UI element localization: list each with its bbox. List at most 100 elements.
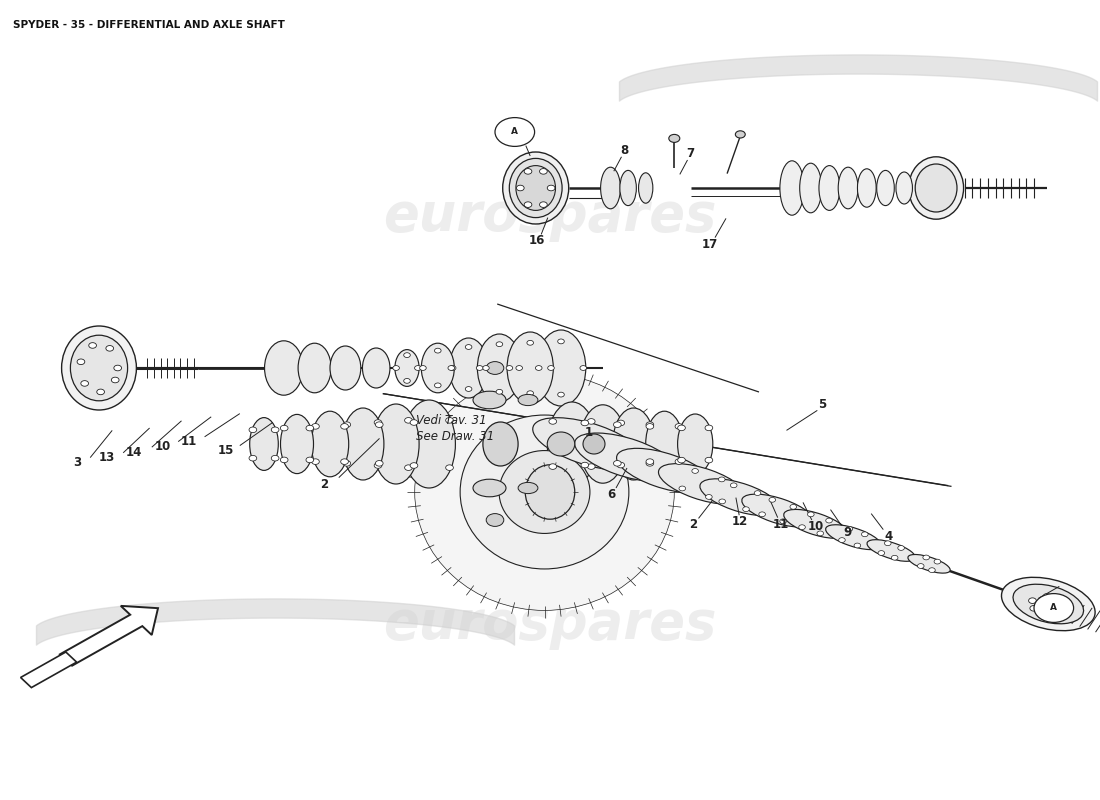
Ellipse shape [549, 418, 557, 424]
Ellipse shape [646, 411, 683, 477]
Ellipse shape [700, 479, 780, 516]
FancyArrow shape [59, 606, 158, 666]
Ellipse shape [415, 366, 421, 370]
Ellipse shape [473, 391, 506, 409]
Ellipse shape [678, 414, 713, 474]
Ellipse shape [341, 423, 349, 429]
Ellipse shape [343, 461, 351, 466]
Ellipse shape [415, 374, 674, 610]
Ellipse shape [923, 555, 930, 560]
Ellipse shape [1028, 598, 1036, 603]
Ellipse shape [421, 343, 454, 393]
Ellipse shape [878, 550, 884, 555]
Ellipse shape [265, 341, 304, 395]
Ellipse shape [476, 366, 483, 370]
Ellipse shape [342, 408, 384, 480]
Ellipse shape [1030, 606, 1037, 611]
Ellipse shape [516, 366, 522, 370]
Ellipse shape [861, 532, 868, 537]
Text: 4: 4 [884, 530, 893, 542]
Ellipse shape [587, 464, 595, 470]
Ellipse shape [826, 518, 833, 523]
Ellipse shape [891, 555, 898, 560]
Text: 2: 2 [320, 478, 329, 490]
Circle shape [495, 118, 535, 146]
Ellipse shape [619, 170, 636, 206]
Ellipse shape [613, 408, 654, 480]
Ellipse shape [548, 366, 554, 370]
Ellipse shape [780, 519, 786, 524]
Ellipse shape [877, 170, 894, 206]
Ellipse shape [646, 422, 653, 427]
Ellipse shape [106, 346, 113, 351]
Text: 11: 11 [182, 435, 197, 448]
Ellipse shape [448, 366, 454, 370]
Ellipse shape [527, 390, 534, 395]
Ellipse shape [393, 366, 399, 370]
Ellipse shape [587, 418, 595, 424]
Ellipse shape [580, 366, 586, 370]
Ellipse shape [280, 426, 288, 431]
Ellipse shape [298, 343, 331, 393]
Ellipse shape [580, 405, 626, 483]
Ellipse shape [826, 525, 881, 550]
Ellipse shape [311, 459, 319, 465]
Ellipse shape [549, 464, 557, 470]
Ellipse shape [404, 378, 410, 383]
Ellipse shape [741, 494, 814, 527]
Ellipse shape [928, 568, 935, 573]
Ellipse shape [509, 158, 562, 218]
Text: See Draw. 31: See Draw. 31 [416, 430, 494, 442]
Ellipse shape [659, 464, 746, 504]
Ellipse shape [675, 423, 683, 429]
Ellipse shape [446, 418, 453, 423]
Ellipse shape [526, 465, 574, 519]
Ellipse shape [581, 420, 589, 426]
Text: 8: 8 [620, 144, 629, 157]
Ellipse shape [719, 499, 726, 504]
Ellipse shape [111, 378, 119, 383]
Ellipse shape [769, 498, 776, 502]
Text: 15: 15 [218, 444, 233, 457]
Ellipse shape [97, 389, 104, 394]
Ellipse shape [1059, 597, 1067, 602]
Text: 10: 10 [155, 440, 170, 453]
Ellipse shape [617, 420, 625, 426]
Ellipse shape [548, 402, 596, 486]
Ellipse shape [539, 202, 548, 207]
Ellipse shape [884, 541, 891, 546]
Ellipse shape [446, 465, 453, 470]
Text: 7: 7 [686, 147, 695, 160]
Ellipse shape [718, 477, 725, 482]
Ellipse shape [646, 461, 653, 466]
Ellipse shape [818, 166, 840, 210]
Ellipse shape [558, 339, 564, 344]
Ellipse shape [678, 458, 685, 463]
Text: 11: 11 [773, 518, 789, 530]
Ellipse shape [705, 425, 713, 430]
Ellipse shape [486, 514, 504, 526]
Ellipse shape [516, 166, 556, 210]
Text: 13: 13 [99, 451, 114, 464]
Ellipse shape [838, 167, 858, 209]
Ellipse shape [483, 422, 518, 466]
Text: Vedi Tav. 31: Vedi Tav. 31 [416, 414, 486, 426]
Ellipse shape [858, 169, 877, 207]
Text: 17: 17 [702, 238, 717, 250]
Polygon shape [21, 652, 77, 687]
Ellipse shape [548, 186, 556, 190]
Text: 6: 6 [607, 488, 616, 501]
Ellipse shape [80, 381, 88, 386]
Ellipse shape [374, 462, 382, 468]
Ellipse shape [250, 418, 278, 470]
Ellipse shape [272, 455, 279, 461]
Ellipse shape [405, 465, 412, 470]
Ellipse shape [1043, 594, 1050, 599]
Ellipse shape [1013, 584, 1084, 624]
Ellipse shape [537, 330, 585, 406]
Text: 12: 12 [733, 515, 748, 528]
Text: 14: 14 [126, 446, 142, 458]
Ellipse shape [817, 531, 824, 536]
Ellipse shape [807, 512, 814, 517]
Ellipse shape [790, 505, 796, 510]
